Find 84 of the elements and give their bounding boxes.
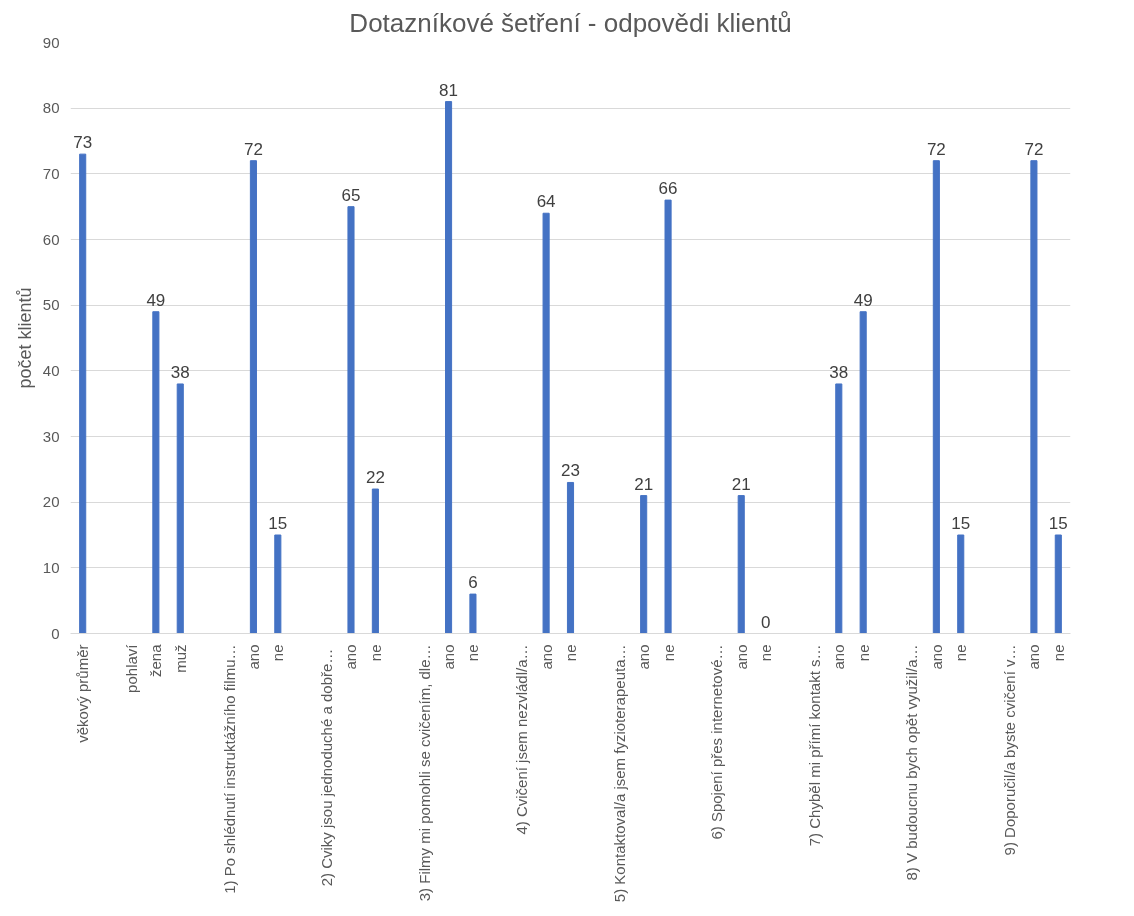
x-tick-label: 9) Doporučil/a byste cvičení v… [1001, 644, 1019, 856]
x-tick-label: ano [440, 644, 458, 670]
x-tick-label: ne [659, 644, 677, 662]
bar [176, 383, 184, 634]
data-label: 72 [926, 139, 946, 159]
x-tick-label: muž [171, 644, 189, 673]
y-tick-label: 40 [42, 361, 60, 379]
data-label: 15 [1048, 514, 1068, 533]
x-tick-label: ne [854, 644, 872, 662]
x-tick-label: ne [464, 644, 482, 662]
x-tick-label: ne [757, 644, 775, 662]
data-label: 6 [468, 573, 478, 593]
bar [152, 311, 160, 634]
x-tick-label: ano [732, 644, 750, 670]
x-tick-label: ano [635, 644, 653, 670]
data-label: 23 [561, 461, 580, 481]
data-label: 22 [365, 468, 385, 488]
y-tick-label: 20 [42, 493, 60, 511]
bar [445, 101, 453, 634]
bar [835, 383, 843, 634]
data-label: 49 [146, 290, 166, 310]
bar [932, 160, 940, 634]
x-tick-label: ne [562, 644, 579, 662]
bar [249, 160, 257, 634]
data-label: 21 [731, 474, 751, 494]
data-label: 49 [853, 290, 873, 310]
x-tick-label: 6) Spojení přes internetové… [708, 644, 726, 840]
x-tick-label: 7) Chyběl mi přímí kontakt s… [805, 644, 823, 847]
x-tick-label: pohlaví [122, 643, 140, 693]
x-tick-label: ne [1049, 644, 1067, 662]
x-tick-label: 2) Cviky jsou jednoduché a dobře… [318, 648, 336, 887]
x-tick-label: 3) Filmy mi pomohli se cvičením, dle… [415, 644, 433, 902]
x-tick-label: ano [927, 644, 945, 670]
data-label: 65 [341, 185, 361, 205]
bar [859, 311, 867, 634]
bar [347, 206, 355, 634]
x-tick-label: 5) Kontaktoval/a jsem fyzioterapeuta… [610, 644, 628, 903]
bar [79, 153, 87, 634]
y-tick-label: 80 [42, 99, 60, 117]
bar [1054, 534, 1062, 634]
y-tick-label: 0 [51, 624, 60, 642]
data-label: 72 [1024, 139, 1044, 159]
bar [737, 495, 745, 634]
data-label: 66 [658, 179, 678, 199]
data-label: 72 [243, 139, 263, 159]
x-tick-label: 1) Po shlédnutí instruktážního filmu… [220, 644, 238, 894]
y-tick-label: 70 [42, 164, 60, 182]
data-label: 81 [439, 80, 459, 100]
x-tick-label: ano [244, 644, 262, 670]
bar [1030, 160, 1038, 634]
bar [664, 199, 672, 634]
y-tick-label: 50 [42, 296, 60, 314]
data-label: 0 [760, 612, 771, 632]
x-tick-label: věkový průměr [74, 644, 92, 743]
x-tick-label: ne [952, 644, 970, 662]
x-tick-label: žena [147, 643, 165, 678]
bar [640, 495, 648, 634]
data-label: 21 [634, 474, 654, 494]
y-tick-label: 60 [42, 230, 60, 248]
y-tick-label: 30 [42, 427, 60, 445]
x-tick-label: ano [830, 644, 848, 670]
x-tick-label: 8) V budoucnu bych opět využil/a… [903, 644, 921, 881]
y-tick-label: 90 [42, 33, 60, 51]
data-label: 38 [170, 362, 190, 382]
x-tick-label: ano [537, 644, 555, 670]
bar [274, 534, 282, 634]
x-tick-label: ano [342, 644, 360, 670]
bar [957, 534, 965, 634]
bar [371, 488, 379, 634]
x-tick-label: 4) Cvičení jsem nezvládl/a… [513, 644, 531, 835]
y-tick-label: 10 [42, 558, 60, 576]
x-tick-label: ano [1025, 644, 1043, 670]
x-tick-label: ne [366, 644, 384, 662]
y-axis-title: počet klientů [14, 287, 35, 389]
data-label: 15 [268, 514, 288, 533]
bar [469, 593, 477, 634]
data-label: 38 [829, 362, 849, 382]
bar [542, 212, 550, 634]
data-label: 73 [73, 133, 93, 153]
bar [566, 481, 575, 634]
data-label: 64 [536, 192, 556, 212]
x-tick-label: ne [269, 644, 287, 662]
chart-title: Dotazníkové šetření - odpovědi klientů [349, 7, 792, 38]
data-label: 15 [951, 514, 971, 533]
